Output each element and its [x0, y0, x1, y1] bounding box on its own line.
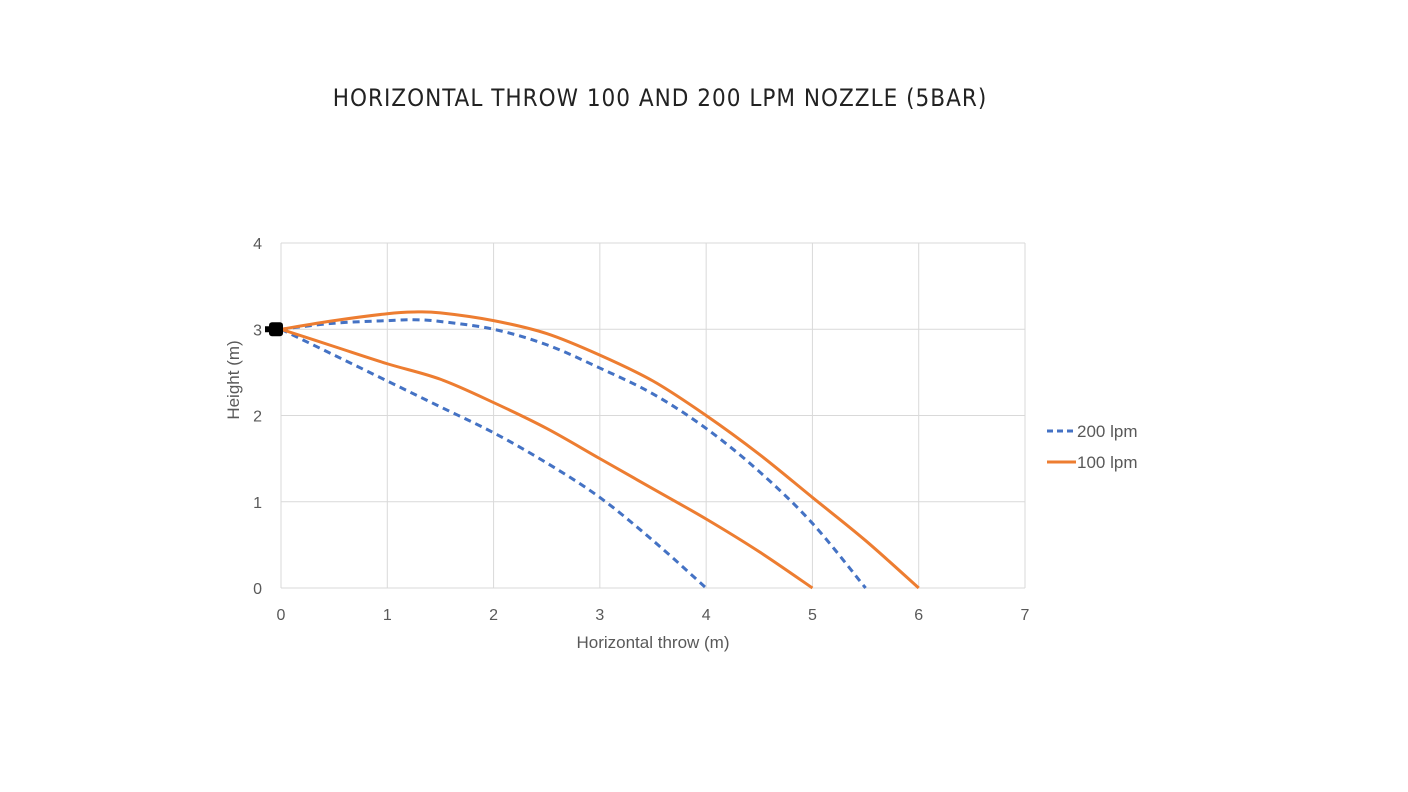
x-tick-label: 5: [808, 607, 817, 624]
legend: 200 lpm 100 lpm: [1047, 422, 1137, 472]
x-tick-labels: 0 1 2 3 4 5 6 7: [277, 607, 1030, 624]
legend-label: 100 lpm: [1077, 453, 1137, 472]
series-line-100-lpm-curve-2: [280, 327, 814, 590]
y-tick-label: 4: [253, 236, 262, 253]
x-tick-label: 0: [277, 607, 286, 624]
x-tick-label: 3: [595, 607, 604, 624]
x-tick-label: 1: [383, 607, 392, 624]
y-axis-label: Height (m): [224, 340, 243, 419]
y-tick-label: 2: [253, 409, 262, 426]
y-tick-label: 1: [253, 495, 262, 512]
nozzle-marker: [265, 322, 283, 337]
series-line-100-lpm-curve-1: [280, 310, 920, 590]
gridlines: [280, 242, 1026, 589]
x-tick-label: 7: [1021, 607, 1030, 624]
x-tick-label: 6: [914, 607, 923, 624]
series-line-200-lpm-curve-1: [280, 318, 867, 589]
y-tick-label: 0: [253, 581, 262, 598]
nozzle-marker-tip: [265, 326, 271, 333]
x-tick-label: 4: [702, 607, 711, 624]
series-line-200-lpm-curve-2: [280, 327, 708, 590]
chart-title: HORIZONTAL THROW 100 AND 200 LPM NOZZLE …: [332, 84, 988, 112]
x-axis-label: Horizontal throw (m): [576, 633, 729, 652]
legend-label: 200 lpm: [1077, 422, 1137, 441]
nozzle-marker-body: [269, 322, 283, 337]
series-lines: [280, 310, 920, 590]
x-tick-label: 2: [489, 607, 498, 624]
y-tick-label: 3: [253, 322, 262, 339]
y-tick-labels: 0 1 2 3 4: [253, 236, 262, 598]
